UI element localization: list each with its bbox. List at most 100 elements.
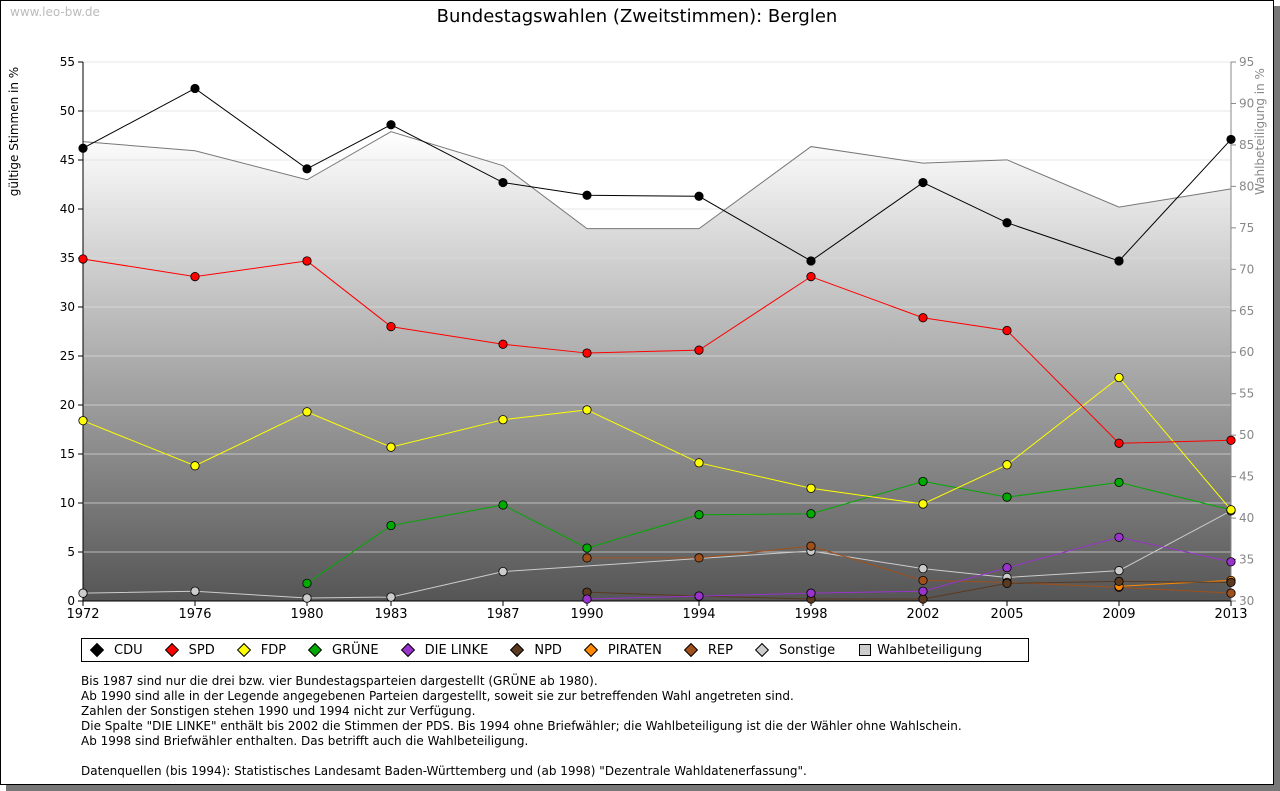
legend-item: REP bbox=[683, 642, 733, 658]
legend-item: SPD bbox=[164, 642, 215, 658]
x-tick-label: 2002 bbox=[906, 607, 939, 622]
series-line-spd bbox=[82, 258, 1232, 444]
legend-item: PIRATEN bbox=[583, 642, 662, 658]
data-point-die-linke bbox=[1226, 557, 1236, 567]
legend-marker bbox=[754, 642, 770, 658]
data-point-fdp bbox=[1114, 372, 1124, 383]
x-tick-label: 1976 bbox=[178, 607, 211, 622]
y-tick-label: 0 bbox=[67, 594, 75, 608]
data-point-grüne bbox=[302, 578, 312, 588]
data-point-sonstige bbox=[190, 586, 200, 596]
data-point-rep bbox=[694, 553, 704, 563]
data-point-fdp bbox=[806, 483, 816, 493]
data-point-cdu bbox=[582, 190, 592, 200]
legend-label: CDU bbox=[114, 642, 143, 658]
y2-tick-label: 75 bbox=[1239, 221, 1254, 235]
data-point-npd bbox=[1114, 576, 1124, 587]
data-point-grüne bbox=[386, 520, 396, 531]
data-point-spd bbox=[806, 272, 816, 282]
x-tick-label: 1994 bbox=[682, 607, 715, 622]
legend-label: NPD bbox=[534, 642, 562, 658]
x-tick-label: 1990 bbox=[570, 607, 603, 622]
data-point-grüne bbox=[582, 543, 592, 553]
legend-item: DIE LINKE bbox=[400, 642, 488, 658]
y2-axis-label: Wahlbeteiligung in % bbox=[1253, 68, 1267, 195]
series-line-cdu bbox=[82, 87, 1232, 262]
y-tick-label: 20 bbox=[60, 398, 75, 412]
note-line: Ab 1998 sind Briefwähler enthalten. Das … bbox=[81, 734, 529, 748]
data-point-fdp bbox=[1226, 505, 1236, 515]
legend-marker bbox=[307, 642, 323, 658]
x-tick-label: 2009 bbox=[1102, 607, 1135, 622]
y-tick-label: 55 bbox=[60, 55, 75, 69]
data-point-cdu bbox=[918, 177, 928, 188]
y-tick-label: 40 bbox=[60, 202, 75, 216]
legend-item: Wahlbeteiligung bbox=[859, 643, 982, 658]
x-tick-label: 1983 bbox=[374, 607, 407, 622]
data-point-spd bbox=[694, 345, 704, 355]
data-point-cdu bbox=[78, 143, 88, 153]
y2-tick-label: 65 bbox=[1239, 304, 1254, 318]
data-point-die-linke bbox=[694, 591, 704, 601]
data-point-fdp bbox=[694, 458, 704, 468]
y-tick-label: 25 bbox=[60, 349, 75, 363]
y2-tick-label: 80 bbox=[1239, 179, 1254, 193]
data-point-cdu bbox=[694, 191, 704, 201]
turnout-line bbox=[82, 131, 1232, 230]
note-line: Die Spalte "DIE LINKE" enthält bis 2002 … bbox=[81, 719, 962, 733]
legend-item: Sonstige bbox=[754, 642, 836, 658]
data-point-cdu bbox=[1114, 256, 1124, 266]
x-tick-label: 1980 bbox=[290, 607, 323, 622]
y2-tick-label: 55 bbox=[1239, 387, 1254, 401]
legend-label: Sonstige bbox=[778, 642, 836, 658]
data-point-fdp bbox=[190, 461, 200, 471]
data-point-fdp bbox=[498, 415, 508, 425]
data-point-sonstige bbox=[302, 593, 312, 603]
data-point-cdu bbox=[1002, 218, 1012, 228]
y-tick-label: 5 bbox=[67, 545, 75, 559]
data-point-rep bbox=[582, 553, 592, 563]
data-point-grüne bbox=[1002, 492, 1012, 502]
data-point-spd bbox=[190, 272, 200, 282]
data-point-die-linke bbox=[918, 586, 928, 596]
y-tick-label: 50 bbox=[60, 104, 75, 118]
series-line-grüne bbox=[306, 480, 1232, 584]
legend-marker bbox=[164, 642, 179, 658]
y2-tick-label: 90 bbox=[1239, 96, 1254, 110]
data-point-fdp bbox=[78, 416, 88, 426]
legend-item: GRÜNE bbox=[307, 642, 379, 658]
y2-tick-label: 85 bbox=[1239, 138, 1254, 152]
data-point-die-linke bbox=[582, 594, 592, 604]
data-point-grüne bbox=[498, 500, 508, 510]
data-point-grüne bbox=[694, 510, 704, 520]
data-point-grüne bbox=[806, 509, 816, 519]
data-point-cdu bbox=[190, 83, 200, 94]
x-tick-label: 2013 bbox=[1214, 607, 1247, 622]
data-point-spd bbox=[918, 313, 928, 323]
data-point-spd bbox=[78, 254, 88, 264]
y2-tick-label: 45 bbox=[1239, 470, 1254, 484]
legend-marker bbox=[400, 642, 415, 658]
legend-label: FDP bbox=[260, 642, 287, 658]
data-point-cdu bbox=[1226, 134, 1236, 145]
series-line-piraten bbox=[1118, 579, 1232, 587]
data-point-cdu bbox=[386, 120, 396, 130]
data-point-rep bbox=[1226, 588, 1236, 598]
data-point-npd bbox=[1226, 577, 1236, 587]
legend-marker bbox=[683, 642, 698, 658]
legend: CDU SPD FDP GRÜNE DIE LINKE NPD PIRATEN REP Sons… bbox=[81, 638, 1029, 662]
y2-tick-label: 95 bbox=[1239, 55, 1254, 69]
data-point-rep bbox=[918, 575, 928, 586]
y2-tick-label: 50 bbox=[1239, 428, 1254, 442]
x-tick-label: 1998 bbox=[794, 607, 827, 622]
legend-item: FDP bbox=[236, 642, 287, 658]
y2-tick-label: 60 bbox=[1239, 345, 1254, 359]
legend-marker bbox=[89, 642, 105, 658]
legend-marker bbox=[583, 642, 598, 658]
data-point-grüne bbox=[918, 476, 928, 487]
data-point-cdu bbox=[806, 256, 816, 266]
data-point-cdu bbox=[498, 177, 508, 188]
data-point-cdu bbox=[302, 164, 312, 174]
watermark: www.leo-bw.de bbox=[10, 5, 100, 19]
